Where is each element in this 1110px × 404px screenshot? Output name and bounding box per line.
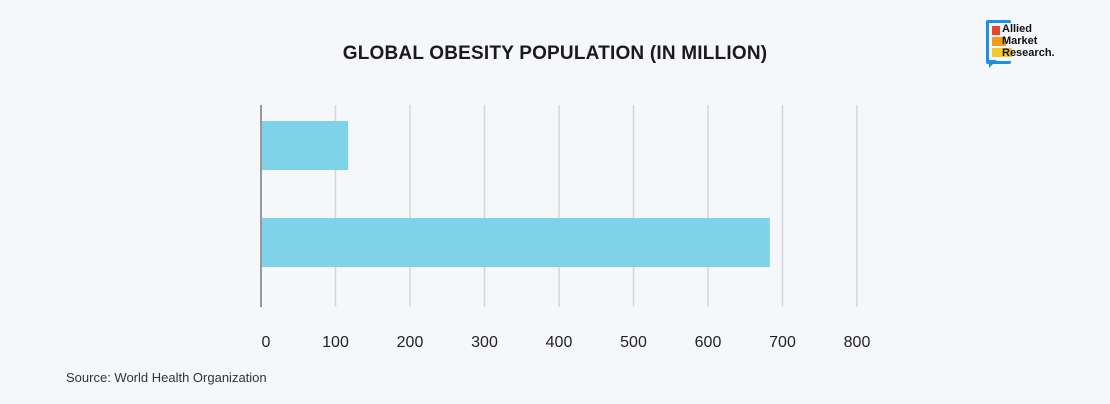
x-tick-label: 700: [769, 334, 796, 351]
x-tick-label: 800: [844, 334, 871, 351]
x-tick-label: 100: [322, 334, 349, 351]
allied-market-research-logo: Allied Market Research.: [986, 20, 1086, 70]
x-tick-label: 0: [262, 334, 271, 351]
x-tick-label: 500: [620, 334, 647, 351]
x-tick-label: 400: [546, 334, 573, 351]
bar: [262, 218, 770, 267]
source-note: Source: World Health Organization: [66, 370, 267, 385]
x-tick-label: 300: [471, 334, 498, 351]
chart-title: GLOBAL OBESITY POPULATION (IN MILLION): [342, 43, 768, 64]
x-tick-label: 200: [397, 334, 424, 351]
bar: [262, 121, 349, 170]
x-tick-label: 600: [695, 334, 722, 351]
